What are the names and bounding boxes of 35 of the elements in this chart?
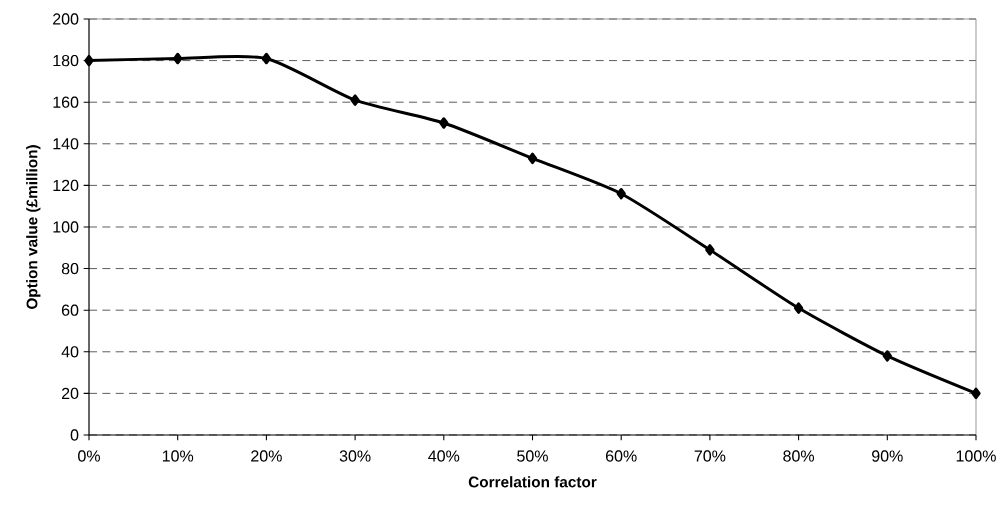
y-tick-label: 160 [53, 96, 79, 108]
x-tick-label: 90% [872, 450, 903, 462]
x-tick-label: 80% [783, 450, 815, 462]
x-tick-label: 10% [162, 450, 194, 462]
y-tick-label: 200 [53, 13, 79, 25]
y-tick-label: 180 [53, 54, 79, 67]
y-tick-label: 80 [61, 262, 79, 275]
x-tick-label: 20% [251, 450, 282, 462]
y-tick-label: 20 [61, 387, 79, 400]
point [261, 52, 272, 65]
y-tick-label: 140 [53, 138, 79, 150]
x-tick-label: 50% [517, 450, 548, 462]
x-tick-label: 60% [606, 450, 637, 462]
y-tick-label: 120 [53, 179, 79, 192]
x-tick-label: 100% [956, 450, 996, 462]
point [84, 54, 94, 67]
y-tick-label: 0 [70, 429, 79, 441]
x-tick-label: 40% [428, 450, 460, 462]
point [705, 244, 715, 256]
y-axis-title: Option value (£million) [26, 145, 41, 309]
y-tick-label: 100 [53, 221, 79, 233]
y-tick-label: 40 [61, 346, 79, 358]
y-tick-label: 60 [61, 304, 79, 316]
x-axis-title: Correlation factor [468, 476, 597, 488]
x-tick-label: 70% [694, 450, 726, 462]
point [350, 94, 360, 106]
point [616, 187, 626, 200]
point [793, 302, 804, 314]
point [882, 350, 892, 362]
x-tick-label: 30% [339, 450, 371, 462]
point [971, 387, 981, 400]
point [173, 52, 183, 65]
x-tick-label: 0% [78, 450, 100, 462]
point [439, 117, 449, 129]
point [527, 152, 538, 165]
